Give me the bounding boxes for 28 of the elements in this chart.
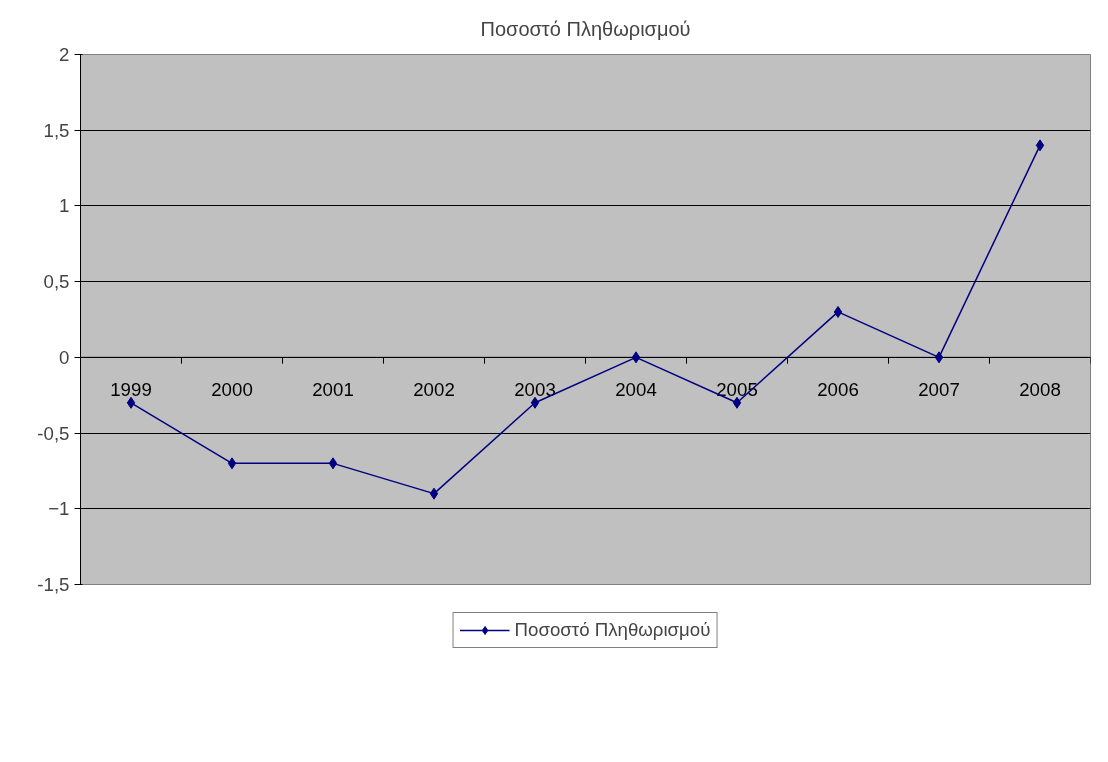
y-tick-label: 1 (59, 195, 70, 217)
y-tick-label: -1,5 (37, 574, 70, 595)
point (530, 396, 540, 409)
x-tick-label: 2002 (413, 379, 455, 401)
y-tick-label: 0 (59, 346, 70, 368)
point (1035, 139, 1045, 152)
point (833, 305, 843, 318)
y-tick-label: 0,5 (43, 271, 70, 293)
x-tick-label: 2004 (615, 379, 657, 401)
x-tick-label: 1999 (110, 379, 152, 401)
point (126, 396, 136, 409)
legend-label: Ποσοστό Πληθωρισμού (514, 619, 711, 641)
point (227, 457, 237, 470)
point (328, 457, 338, 470)
x-tick-label: 2006 (817, 379, 859, 401)
chart-title: Ποσοστό Πληθωρισμού (480, 17, 691, 40)
point (631, 351, 641, 364)
x-tick-label: 2008 (1019, 379, 1061, 401)
point (934, 351, 944, 364)
x-tick-label: 2000 (211, 379, 253, 401)
point (429, 487, 439, 500)
y-tick-label: 1,5 (43, 119, 70, 141)
y-tick-label: −1 (48, 498, 70, 520)
x-tick-label: 2003 (514, 379, 556, 401)
x-tick-label: 2001 (312, 379, 354, 401)
y-tick-label: 2 (59, 44, 70, 65)
y-tick-label: -0,5 (37, 422, 70, 444)
x-tick-label: 2007 (918, 379, 960, 401)
